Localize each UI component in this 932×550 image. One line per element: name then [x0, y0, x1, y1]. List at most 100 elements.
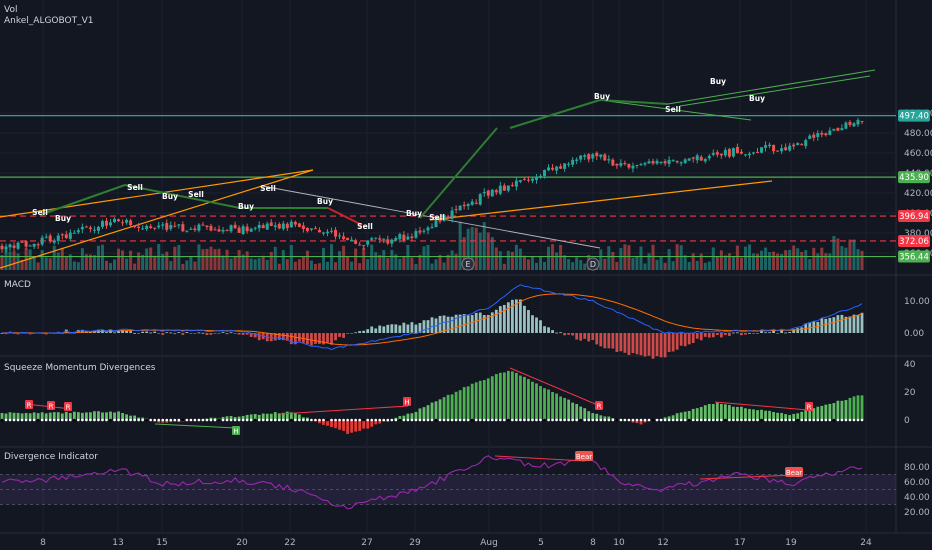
squeeze-dot — [310, 418, 313, 422]
squeeze-bar — [595, 413, 599, 420]
price-axes[interactable]: 500.00480.00460.00440.00420.00400.00380.… — [898, 109, 932, 518]
squeeze-marker-label: R — [49, 403, 54, 411]
squeeze-dot — [181, 418, 185, 422]
squeeze-bar — [241, 415, 245, 420]
volume-bar — [543, 261, 547, 270]
candle-body — [52, 241, 56, 243]
candle-body — [245, 226, 249, 232]
divergence-line — [494, 455, 586, 462]
squeeze-bar — [852, 396, 856, 420]
macd-histogram-bar — [458, 314, 462, 333]
squeeze-bar — [72, 411, 76, 420]
squeeze-marker-box — [232, 426, 240, 435]
volume-bar — [723, 255, 727, 270]
squeeze-dot — [740, 418, 743, 422]
macd-title[interactable]: MACD — [4, 280, 31, 290]
squeeze-dot — [808, 418, 812, 422]
volume-bar — [133, 263, 137, 270]
candle-body — [856, 120, 860, 125]
candle-body — [474, 202, 478, 204]
macd-histogram-bar — [141, 331, 145, 333]
macd-histogram-bar — [591, 333, 595, 340]
macd-histogram-bar — [330, 333, 333, 345]
squeeze-bar — [502, 372, 506, 420]
squeeze-dot — [346, 418, 349, 422]
macd-histogram-bar — [707, 333, 711, 338]
candle-body — [257, 224, 261, 229]
squeeze-dot — [257, 418, 261, 422]
volume-indicator-title[interactable]: Vol — [4, 5, 17, 15]
candle-body — [28, 245, 32, 247]
time-tick-label: Aug — [480, 538, 498, 548]
macd-histogram-bar — [607, 333, 611, 349]
candle-body — [370, 238, 374, 240]
volume-bar — [486, 232, 490, 270]
volume-bar — [149, 247, 153, 270]
squeeze-dot — [382, 418, 386, 422]
macd-histogram-bar — [764, 332, 767, 334]
volume-bar — [56, 252, 60, 270]
macd-histogram-bar — [667, 333, 671, 353]
squeeze-bar — [567, 399, 571, 420]
squeeze-dot — [36, 418, 40, 422]
time-axis[interactable]: 8 13 15 20 22 27 29 Aug 5 8 10 12 17 19 24 — [40, 538, 872, 548]
candle-body — [338, 235, 342, 237]
candle-body — [836, 127, 840, 131]
candle-body — [591, 154, 595, 159]
macd-histogram-bar — [623, 333, 627, 353]
macd-histogram-bar — [772, 330, 775, 333]
volume-bar — [257, 258, 261, 270]
squeeze-bar — [161, 420, 165, 423]
volume-bar — [177, 245, 181, 270]
price-tick-label: 380.00 — [904, 229, 932, 239]
candle-body — [378, 238, 382, 240]
macd-histogram-bar — [406, 324, 410, 333]
squeeze-bar — [60, 413, 64, 420]
trade-signal-label: Buy — [162, 192, 178, 201]
macd-histogram-bar — [719, 333, 723, 338]
candle-body — [350, 239, 354, 241]
squeeze-dot — [848, 418, 852, 422]
divergence-title[interactable]: Divergence Indicator — [4, 452, 98, 462]
candle-body — [56, 235, 60, 241]
candle-body — [611, 159, 615, 166]
volume-bar — [534, 262, 538, 270]
squeeze-dot — [48, 418, 52, 422]
squeeze-dot — [535, 418, 538, 422]
candle-body — [221, 229, 225, 232]
volume-bar — [522, 255, 526, 270]
volume-bar — [518, 248, 522, 270]
macd-histogram-bar — [306, 333, 309, 345]
time-tick-label: 20 — [236, 538, 248, 548]
macd-histogram-bar — [285, 333, 289, 341]
volume-bar — [12, 251, 16, 270]
squeeze-dot — [390, 418, 394, 422]
candle-body — [12, 245, 16, 248]
volume-bar — [832, 235, 836, 270]
squeeze-bar — [744, 408, 747, 420]
macd-histogram-bar — [780, 330, 784, 333]
squeeze-title[interactable]: Squeeze Momentum Divergences — [4, 363, 156, 373]
volume-bar — [454, 253, 458, 270]
squeeze-bar — [820, 405, 824, 420]
strategy-title[interactable]: Ankel_ALGOBOT_V1 — [4, 16, 94, 26]
macd-histogram-bar — [675, 333, 679, 350]
candle-body — [788, 145, 792, 151]
squeeze-dot — [141, 418, 144, 422]
volume-bar — [354, 248, 358, 270]
candle-body — [197, 224, 201, 231]
volume-bar — [121, 250, 125, 270]
candle-body — [317, 229, 321, 233]
squeeze-bar — [699, 406, 703, 420]
squeeze-dot — [73, 418, 76, 422]
candle-body — [643, 163, 647, 165]
squeeze-bar — [273, 412, 277, 420]
candle-body — [354, 240, 358, 244]
squeeze-marker-label: R — [807, 404, 812, 412]
squeeze-dot — [651, 418, 655, 422]
candle-body — [490, 189, 494, 197]
macd-histogram-bar — [691, 333, 695, 343]
macd-histogram-bar — [149, 332, 153, 334]
